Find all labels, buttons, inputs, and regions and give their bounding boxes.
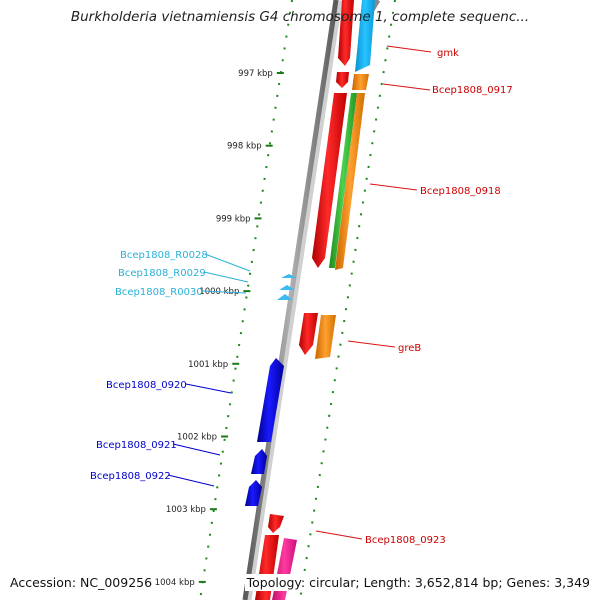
gene-bcep1808-0918-fwd[interactable] bbox=[312, 93, 347, 268]
label-bcep1808-r0028: Bcep1808_R0028 bbox=[120, 250, 208, 261]
label-bcep1808-0923: Bcep1808_0923 bbox=[365, 535, 446, 546]
scale-tick-label: 999 kbp bbox=[216, 214, 251, 224]
label-greb: greB bbox=[398, 343, 421, 354]
forward-genes bbox=[255, 0, 354, 600]
guide-track-left bbox=[199, 0, 293, 601]
gene-gmk[interactable] bbox=[338, 0, 354, 66]
label-bcep1808-r0029: Bcep1808_R0029 bbox=[118, 268, 206, 279]
reverse-genes bbox=[245, 358, 284, 506]
scale-tick-label: 1004 kbp bbox=[155, 578, 195, 588]
gene-bcep1808-0920[interactable] bbox=[257, 358, 284, 442]
cds-0918-green[interactable] bbox=[329, 93, 357, 268]
gene-bcep1808-0922[interactable] bbox=[245, 480, 262, 506]
cds-greb-orange[interactable] bbox=[315, 315, 336, 359]
trna-features bbox=[277, 274, 297, 300]
trna-bcep1808-r0029[interactable] bbox=[279, 285, 295, 290]
accession-footer: Accession: NC_009256 bbox=[8, 574, 155, 591]
gene-greb-fwd[interactable] bbox=[299, 313, 318, 355]
label-bcep1808-r0030: Bcep1808_R0030 bbox=[115, 287, 203, 298]
label-bcep1808-0921: Bcep1808_0921 bbox=[96, 440, 177, 451]
scale-tick-label: 1003 kbp bbox=[166, 505, 206, 515]
label-leaders bbox=[167, 45, 432, 540]
topology-footer: Topology: circular; Length: 3,652,814 bp… bbox=[244, 574, 592, 591]
cds-0918-orange[interactable] bbox=[335, 93, 365, 270]
cds-features bbox=[272, 0, 375, 600]
label-bcep1808-0918: Bcep1808_0918 bbox=[420, 186, 501, 197]
cds-0917-orange[interactable] bbox=[352, 74, 369, 90]
trna-bcep1808-r0028[interactable] bbox=[281, 274, 297, 278]
label-bcep1808-0920: Bcep1808_0920 bbox=[106, 380, 187, 391]
label-bcep1808-0917: Bcep1808_0917 bbox=[432, 85, 513, 96]
map-title: Burkholderia vietnamiensis G4 chromosome… bbox=[70, 9, 530, 25]
cds-gmk-cyan[interactable] bbox=[355, 0, 375, 72]
guide-track-right bbox=[299, 0, 396, 601]
trna-bcep1808-r0030[interactable] bbox=[277, 294, 293, 300]
scale-tick-label: 998 kbp bbox=[227, 142, 262, 152]
gene-bcep1808-0921[interactable] bbox=[251, 449, 267, 474]
scale-tick-label: 1001 kbp bbox=[188, 360, 228, 370]
gene-bcep1808-0923-fwd[interactable] bbox=[268, 514, 284, 533]
scale-tick-label: 997 kbp bbox=[238, 69, 273, 79]
scale-tick-label: 1002 kbp bbox=[177, 433, 217, 443]
gene-bcep1808-0917-fwd[interactable] bbox=[336, 72, 349, 88]
label-gmk: gmk bbox=[437, 48, 459, 59]
label-bcep1808-0922: Bcep1808_0922 bbox=[90, 471, 171, 482]
feature-labels: gmk Bcep1808_0917 Bcep1808_0918 Bcep1808… bbox=[90, 48, 513, 546]
